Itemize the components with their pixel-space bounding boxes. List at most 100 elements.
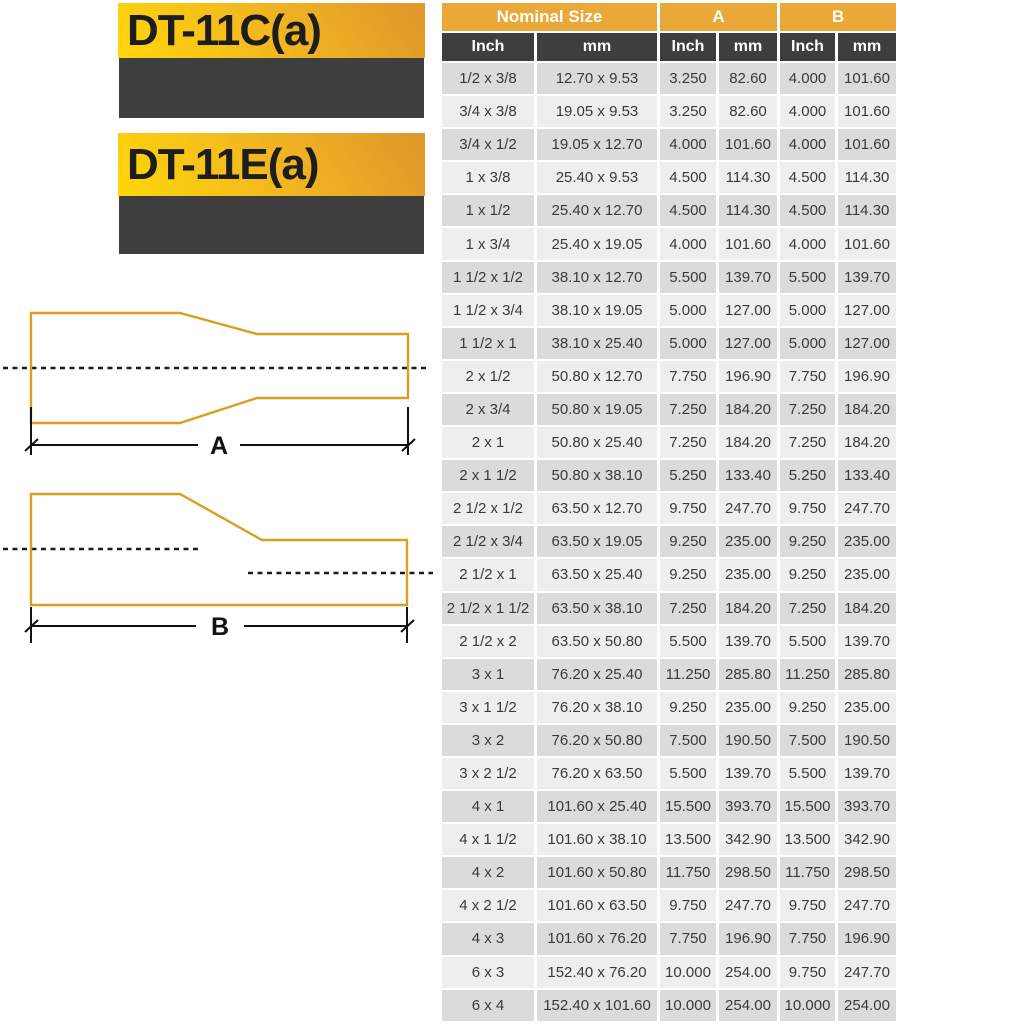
table-cell: 139.70	[719, 757, 777, 790]
table-cell: 1 1/2 x 1/2	[442, 261, 534, 293]
eccentric-reducer-diagram: B	[3, 492, 433, 643]
table-cell: 184.20	[719, 592, 777, 624]
table-cell: 4.000	[660, 129, 716, 161]
table-cell: 13.500	[780, 824, 835, 856]
table-cell: 5.500	[780, 757, 835, 790]
table-cell: 3 x 1	[442, 658, 534, 690]
table-cell: 9.750	[780, 890, 835, 922]
table-cell: 184.20	[838, 427, 896, 459]
table-cell: 247.70	[719, 493, 777, 525]
table-cell: 63.50 x 50.80	[537, 625, 657, 657]
table-cell: 9.750	[660, 493, 716, 525]
table-cell: 4.500	[780, 162, 835, 194]
table-cell: 15.500	[780, 791, 835, 823]
table-cell: 101.60 x 63.50	[537, 890, 657, 922]
table-cell: 247.70	[719, 890, 777, 922]
table-cell: 6 x 3	[442, 956, 534, 988]
table-cell: 5.250	[780, 460, 835, 492]
title-dark-band	[119, 58, 424, 118]
table-cell: 235.00	[838, 691, 896, 723]
table-cell: 184.20	[719, 427, 777, 459]
table-cell: 10.000	[660, 956, 716, 988]
table-cell: 11.750	[660, 857, 716, 889]
table-cell: 298.50	[838, 857, 896, 889]
table-cell: 2 1/2 x 1	[442, 559, 534, 591]
product-title-dt-11e: DT-11E(a)	[118, 133, 425, 196]
table-cell: 19.05 x 9.53	[537, 96, 657, 128]
table-cell: 76.20 x 38.10	[537, 691, 657, 723]
product-title-dt-11c: DT-11C(a)	[118, 3, 425, 58]
table-cell: 2 x 1	[442, 427, 534, 459]
table-group-header: B	[780, 3, 896, 31]
table-cell: 4 x 3	[442, 923, 534, 955]
table-cell: 235.00	[838, 559, 896, 591]
table-cell: 190.50	[838, 724, 896, 756]
table-cell: 2 1/2 x 2	[442, 625, 534, 657]
table-cell: 2 1/2 x 1/2	[442, 493, 534, 525]
table-cell: 5.500	[660, 625, 716, 657]
table-cell: 25.40 x 19.05	[537, 228, 657, 260]
table-cell: 1 x 1/2	[442, 195, 534, 227]
table-cell: 1 x 3/8	[442, 162, 534, 194]
table-cell: 10.000	[660, 989, 716, 1021]
table-cell: 114.30	[838, 195, 896, 227]
table-cell: 11.750	[780, 857, 835, 889]
table-cell: 3.250	[660, 96, 716, 128]
table-subheader: mm	[719, 33, 777, 61]
table-cell: 152.40 x 76.20	[537, 956, 657, 988]
table-cell: 247.70	[838, 956, 896, 988]
table-cell: 9.250	[660, 691, 716, 723]
table-cell: 2 x 1/2	[442, 360, 534, 392]
table-cell: 5.500	[660, 261, 716, 293]
table-cell: 13.500	[660, 824, 716, 856]
table-cell: 9.750	[780, 956, 835, 988]
table-cell: 7.750	[780, 360, 835, 392]
table-cell: 5.000	[660, 294, 716, 326]
table-cell: 254.00	[719, 989, 777, 1021]
concentric-reducer-diagram: A	[3, 311, 428, 460]
table-cell: 235.00	[719, 526, 777, 558]
dimension-a-label: A	[210, 432, 228, 460]
table-cell: 254.00	[838, 989, 896, 1021]
table-cell: 4 x 1	[442, 791, 534, 823]
table-cell: 9.250	[660, 526, 716, 558]
table-cell: 4.500	[660, 195, 716, 227]
table-cell: 9.750	[780, 493, 835, 525]
table-cell: 12.70 x 9.53	[537, 63, 657, 95]
table-cell: 101.60	[719, 228, 777, 260]
table-cell: 5.500	[660, 757, 716, 790]
table-cell: 4.500	[780, 195, 835, 227]
table-cell: 5.500	[780, 625, 835, 657]
table-cell: 76.20 x 25.40	[537, 658, 657, 690]
table-cell: 82.60	[719, 96, 777, 128]
table-cell: 3/4 x 1/2	[442, 129, 534, 161]
table-cell: 5.250	[660, 460, 716, 492]
table-cell: 4.000	[780, 96, 835, 128]
table-cell: 101.60 x 50.80	[537, 857, 657, 889]
table-cell: 139.70	[838, 757, 896, 790]
table-cell: 4 x 2	[442, 857, 534, 889]
table-cell: 5.000	[780, 327, 835, 359]
table-cell: 1 x 3/4	[442, 228, 534, 260]
table-cell: 7.750	[660, 360, 716, 392]
table-cell: 139.70	[838, 625, 896, 657]
table-cell: 393.70	[838, 791, 896, 823]
table-subheader: mm	[838, 33, 896, 61]
table-cell: 196.90	[719, 923, 777, 955]
table-cell: 50.80 x 12.70	[537, 360, 657, 392]
table-cell: 139.70	[838, 261, 896, 293]
table-cell: 4.000	[780, 129, 835, 161]
table-cell: 101.60	[838, 96, 896, 128]
table-cell: 63.50 x 12.70	[537, 493, 657, 525]
table-cell: 5.500	[780, 261, 835, 293]
dimension-b: B	[24, 607, 415, 643]
table-cell: 25.40 x 12.70	[537, 195, 657, 227]
table-cell: 3 x 2 1/2	[442, 757, 534, 790]
table-cell: 254.00	[719, 956, 777, 988]
table-cell: 7.250	[660, 393, 716, 426]
reducer-outline	[29, 311, 410, 425]
table-cell: 127.00	[838, 294, 896, 326]
table-group-header: Nominal Size	[442, 3, 657, 31]
table-subheader: Inch	[780, 33, 835, 61]
table-cell: 7.750	[780, 923, 835, 955]
